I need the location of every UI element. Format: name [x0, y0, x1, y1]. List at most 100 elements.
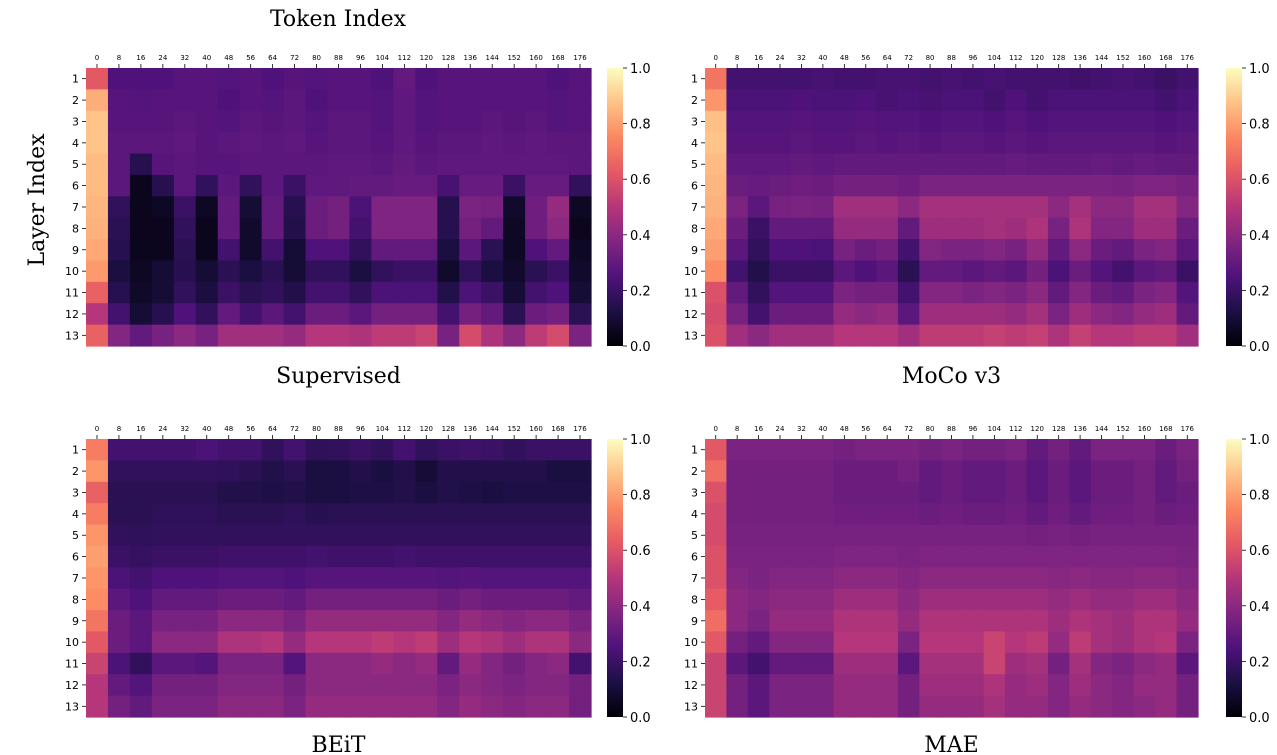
- heatmap-cell: [107, 695, 131, 718]
- heatmap-cell: [983, 132, 1006, 155]
- heatmap-cell: [437, 545, 460, 568]
- heatmap-cell: [940, 460, 963, 483]
- heatmap-cell: [86, 674, 109, 697]
- heatmap-cell: [349, 174, 373, 197]
- heatmap-cell: [305, 588, 329, 611]
- heatmap-cell: [1112, 303, 1135, 326]
- heatmap-cell: [812, 545, 835, 568]
- heatmap-cell: [415, 174, 438, 197]
- colorbar-tick-label: 0.8: [630, 118, 651, 133]
- heatmap-cell: [217, 481, 241, 504]
- heatmap-cell: [790, 196, 813, 219]
- heatmap-cell: [261, 588, 285, 611]
- heatmap-cell: [1112, 695, 1135, 718]
- heatmap-cell: [1090, 89, 1113, 112]
- panel-title: Supervised: [276, 364, 401, 389]
- heatmap-cell: [812, 217, 835, 240]
- heatmap-cell: [1090, 303, 1113, 326]
- heatmap-cell: [217, 631, 241, 654]
- heatmap-cell: [897, 196, 920, 219]
- heatmap-cell: [1069, 481, 1092, 504]
- heatmap-cell: [393, 89, 416, 112]
- heatmap-cell: [1005, 324, 1028, 347]
- heatmap-cell: [459, 281, 482, 304]
- heatmap-cell: [1047, 503, 1070, 526]
- heatmap-cell: [217, 439, 241, 461]
- heatmap-cell: [1005, 588, 1028, 611]
- heatmap-cell: [261, 68, 285, 90]
- heatmap-cell: [919, 652, 942, 675]
- heatmap-cell: [790, 174, 813, 197]
- heatmap-cell: [239, 324, 263, 347]
- heatmap-cell: [481, 174, 504, 197]
- heatmap-cell: [305, 110, 329, 133]
- heatmap-cell: [790, 439, 813, 461]
- heatmap-cell: [569, 260, 592, 283]
- heatmap-cell: [1133, 652, 1156, 675]
- heatmap-cell: [1176, 68, 1199, 90]
- heatmap-cell: [327, 460, 351, 483]
- heatmap-cell: [897, 524, 920, 547]
- heatmap-cell: [86, 217, 109, 240]
- heatmap-cell: [983, 281, 1006, 304]
- heatmap-cell: [503, 481, 526, 504]
- heatmap-cell: [769, 281, 792, 304]
- heatmap-cell: [569, 652, 592, 675]
- heatmap-cell: [327, 153, 351, 176]
- heatmap-cell: [769, 153, 792, 176]
- heatmap-cell: [1176, 631, 1199, 654]
- heatmap-cell: [919, 68, 942, 90]
- heatmap-cell: [833, 174, 856, 197]
- heatmap-cell: [897, 652, 920, 675]
- heatmap-cell: [415, 545, 438, 568]
- heatmap-cell: [86, 695, 109, 718]
- heatmap-cell: [525, 567, 548, 590]
- heatmap-cell: [833, 89, 856, 112]
- x-tick-label: 0: [95, 54, 99, 62]
- heatmap-cell: [1069, 153, 1092, 176]
- x-tick-label: 160: [1138, 425, 1151, 433]
- heatmap-cell: [459, 260, 482, 283]
- heatmap-cell: [1155, 567, 1178, 590]
- heatmap-cell: [459, 695, 482, 718]
- heatmap-cell: [1047, 217, 1070, 240]
- x-tick-label: 0: [713, 54, 717, 62]
- heatmap-cell: [919, 567, 942, 590]
- heatmap-cell: [503, 196, 526, 219]
- heatmap-cell: [1112, 631, 1135, 654]
- heatmap-cell: [705, 260, 728, 283]
- heatmap-cell: [983, 545, 1006, 568]
- heatmap-cell: [1026, 567, 1049, 590]
- x-tick-label: 176: [1181, 54, 1195, 62]
- heatmap-cell: [769, 68, 792, 90]
- heatmap-cell: [547, 68, 570, 90]
- heatmap-cell: [217, 68, 241, 90]
- heatmap-cell: [812, 652, 835, 675]
- heatmap-cell: [1090, 132, 1113, 155]
- heatmap-cell: [371, 460, 394, 483]
- heatmap-cell: [86, 132, 109, 155]
- heatmap-cell: [547, 695, 570, 718]
- colorbar-tick-label: 1.0: [1249, 62, 1270, 77]
- heatmap-cell: [151, 132, 175, 155]
- heatmap-cell: [940, 439, 963, 461]
- heatmap-cell: [1026, 196, 1049, 219]
- heatmap-cell: [503, 89, 526, 112]
- heatmap-cell: [283, 260, 307, 283]
- x-tick-label: 64: [883, 54, 892, 62]
- heatmap-cell: [940, 89, 963, 112]
- x-tick-label: 112: [1009, 425, 1022, 433]
- heatmap-cell: [1176, 174, 1199, 197]
- heatmap-cell: [962, 303, 985, 326]
- heatmap-cell: [437, 324, 460, 347]
- heatmap-cell: [151, 303, 175, 326]
- heatmap-cell: [503, 524, 526, 547]
- y-tick-label: 7: [691, 201, 698, 214]
- heatmap-cell: [437, 439, 460, 461]
- heatmap-cell: [261, 324, 285, 347]
- x-tick-label: 128: [442, 425, 455, 433]
- heatmap-cell: [790, 153, 813, 176]
- heatmap-cell: [1176, 545, 1199, 568]
- heatmap-cell: [393, 631, 416, 654]
- y-tick-label: 8: [691, 222, 698, 235]
